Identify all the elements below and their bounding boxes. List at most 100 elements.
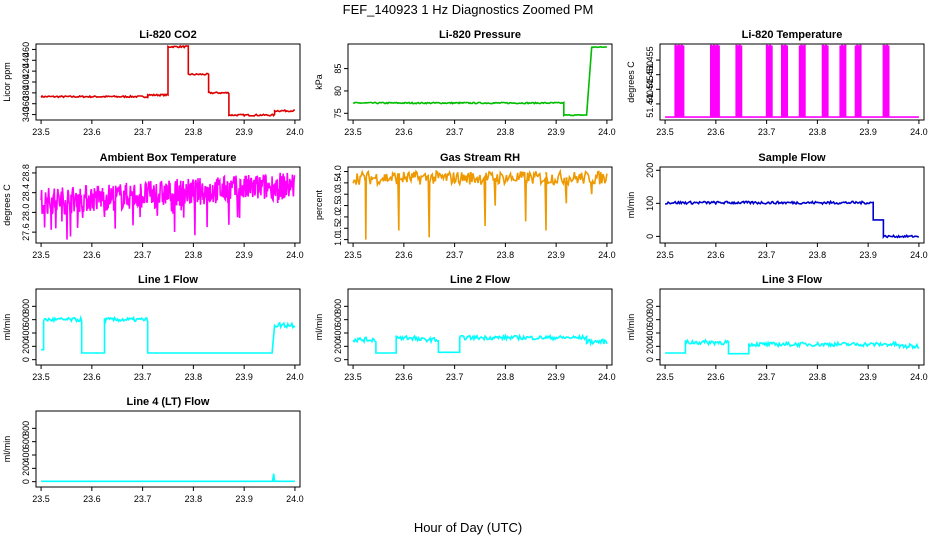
panel-5: Gas Stream RH percent 23.5 23.6 23.7 23.8 23.9… <box>314 152 616 260</box>
y-tick-label: 400 <box>21 447 31 462</box>
y-tick-label: 200 <box>645 339 655 354</box>
x-tick-label: 23.9 <box>235 372 253 382</box>
panel-title: Li-820 Pressure <box>439 29 521 41</box>
panel-10: Line 4 (LT) Flow ml/min 23.5 23.6 23.7 23.8 23… <box>2 396 304 504</box>
panel-title: Gas Stream RH <box>440 152 520 164</box>
y-axis-label: ml/min <box>2 436 12 463</box>
x-tick-label: 24.0 <box>286 372 304 382</box>
series-line <box>352 333 608 354</box>
y-tick-label: 200 <box>21 339 31 354</box>
x-tick-label: 23.6 <box>395 127 413 137</box>
x-tick-label: 23.6 <box>395 250 413 260</box>
x-tick-label: 24.0 <box>286 127 304 137</box>
y-tick-label: 51.445 <box>645 76 655 104</box>
y-tick-label: 51.440 <box>645 90 655 118</box>
y-axis-label: degrees C <box>626 61 636 103</box>
y-tick-label: 80 <box>333 86 343 96</box>
y-axis-label: ml/min <box>626 192 636 219</box>
plot-frame <box>659 166 925 244</box>
x-tick-label: 23.7 <box>134 494 152 504</box>
y-tick-label: 200 <box>645 163 655 178</box>
y-tick-label: 800 <box>333 299 343 314</box>
panel-title: Ambient Box Temperature <box>100 152 237 164</box>
x-tick-label: 24.0 <box>910 127 928 137</box>
x-tick-label: 23.6 <box>83 494 101 504</box>
y-tick-label: 340 <box>21 107 31 122</box>
x-tick-label: 24.0 <box>598 372 616 382</box>
plot-frame <box>35 288 301 366</box>
panel-7: Line 1 Flow ml/min 23.5 23.6 23.7 23.8 23.9 24.… <box>2 274 304 382</box>
plot-frame <box>35 410 301 488</box>
x-tick-label: 23.5 <box>32 127 50 137</box>
x-tick-label: 23.7 <box>758 250 776 260</box>
panels: Li-820 CO2 Licor ppm 23.5 23.6 23.7 23.8 23.9 2… <box>2 29 928 504</box>
panel-title: Li-820 CO2 <box>139 29 196 41</box>
series-line <box>665 338 920 355</box>
series-line <box>352 45 607 117</box>
x-tick-label: 24.0 <box>598 250 616 260</box>
x-tick-label: 23.9 <box>547 372 565 382</box>
y-axis-label: ml/min <box>314 314 324 341</box>
x-tick-label: 23.9 <box>235 250 253 260</box>
x-tick-label: 23.5 <box>344 127 362 137</box>
y-tick-label: 800 <box>21 299 31 314</box>
x-tick-label: 24.0 <box>910 250 928 260</box>
x-tick-label: 23.8 <box>185 494 203 504</box>
panel-6: Sample Flow ml/min 23.5 23.6 23.7 23.8 23.9 24.… <box>626 152 928 260</box>
y-tick-label: 0 <box>333 357 343 362</box>
y-tick-label: 200 <box>21 461 31 476</box>
panel-1: Li-820 CO2 Licor ppm 23.5 23.6 23.7 23.8 23.9 2… <box>2 29 304 137</box>
x-tick-label: 23.5 <box>656 127 674 137</box>
series-line <box>665 199 919 239</box>
x-tick-label: 23.6 <box>707 372 725 382</box>
y-tick-label: 600 <box>21 312 31 327</box>
y-tick-label: 28.8 <box>21 164 31 182</box>
panel-title: Line 2 Flow <box>450 274 510 286</box>
x-tick-label: 23.8 <box>809 372 827 382</box>
x-tick-label: 23.6 <box>83 250 101 260</box>
y-tick-label: 400 <box>333 325 343 340</box>
y-axis-label: percent <box>314 189 324 220</box>
series-line <box>40 172 296 240</box>
panel-title: Line 4 (LT) Flow <box>127 396 210 408</box>
x-tick-label: 23.8 <box>497 372 515 382</box>
y-tick-label: 0 <box>21 479 31 484</box>
x-tick-label: 23.9 <box>859 250 877 260</box>
series-line <box>41 473 295 483</box>
y-tick-label: 2.0 <box>333 211 343 224</box>
y-tick-label: 3.5 <box>333 177 343 190</box>
y-axis-label: degrees C <box>2 184 12 226</box>
y-tick-label: 200 <box>333 339 343 354</box>
x-tick-label: 23.7 <box>446 250 464 260</box>
y-tick-label: 0 <box>645 234 655 239</box>
panel-3: Li-820 Temperature degrees C 23.5 23.6 23.7 2… <box>626 29 928 137</box>
x-tick-label: 23.8 <box>185 127 203 137</box>
x-tick-label: 23.5 <box>656 372 674 382</box>
x-tick-label: 23.9 <box>859 372 877 382</box>
y-axis-label: kPa <box>314 74 324 90</box>
x-tick-label: 23.9 <box>235 127 253 137</box>
x-tick-label: 23.9 <box>547 127 565 137</box>
y-tick-label: 600 <box>333 312 343 327</box>
plot-frame <box>35 166 301 244</box>
plot-frame <box>347 166 613 244</box>
panel-title: Line 1 Flow <box>138 274 198 286</box>
x-tick-label: 23.6 <box>707 127 725 137</box>
y-tick-label: 600 <box>21 434 31 449</box>
y-tick-label: 27.6 <box>21 223 31 241</box>
y-axis-label: Licor ppm <box>2 62 12 102</box>
y-tick-label: 4.0 <box>333 165 343 178</box>
x-tick-label: 23.9 <box>235 494 253 504</box>
y-tick-label: 28.0 <box>21 204 31 222</box>
x-tick-label: 23.7 <box>446 372 464 382</box>
y-tick-label: 800 <box>21 421 31 436</box>
y-tick-label: 85 <box>333 64 343 74</box>
y-tick-label: 440 <box>21 53 31 68</box>
panel-title: Sample Flow <box>758 152 826 164</box>
y-tick-label: 100 <box>645 196 655 211</box>
y-tick-label: 420 <box>21 64 31 79</box>
y-tick-label: 75 <box>333 108 343 118</box>
x-tick-label: 23.5 <box>344 250 362 260</box>
x-tick-label: 24.0 <box>598 127 616 137</box>
